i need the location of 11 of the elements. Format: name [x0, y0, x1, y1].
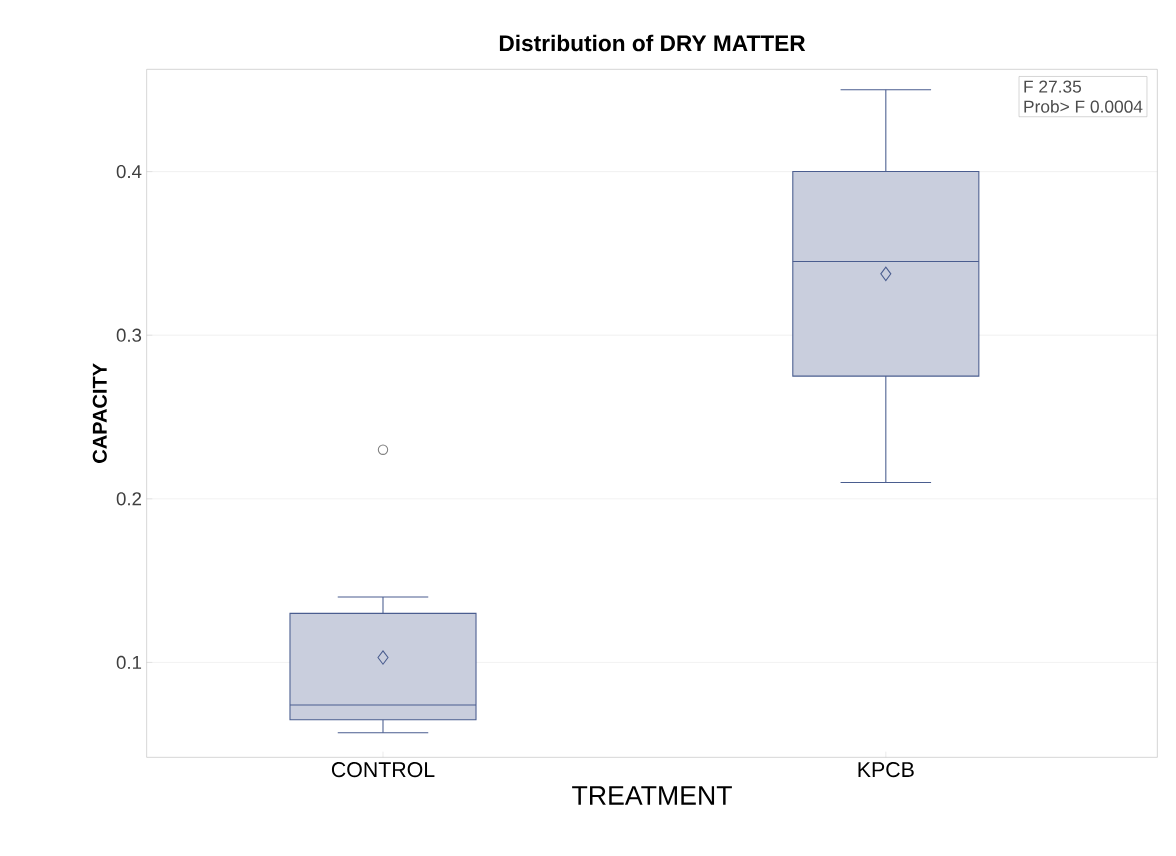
y-tick-label: 0.3 — [116, 328, 142, 342]
annotation: Prob> F 0.0004 — [1024, 100, 1143, 113]
x-tick-label: CONTROL — [331, 762, 435, 778]
y-tick-label: 0.4 — [116, 164, 142, 179]
x-tick-label: KPCB — [858, 762, 914, 778]
annotation: F 27.35 — [1024, 80, 1082, 93]
y-axis-title: CAPACITY — [92, 363, 107, 463]
y-tick-label: 0.1 — [116, 655, 142, 670]
x-axis-title: TREATMENT — [572, 786, 732, 805]
chart-title: Distribution of DRY MATTER — [499, 34, 806, 52]
y-tick-label: 0.2 — [116, 492, 142, 506]
